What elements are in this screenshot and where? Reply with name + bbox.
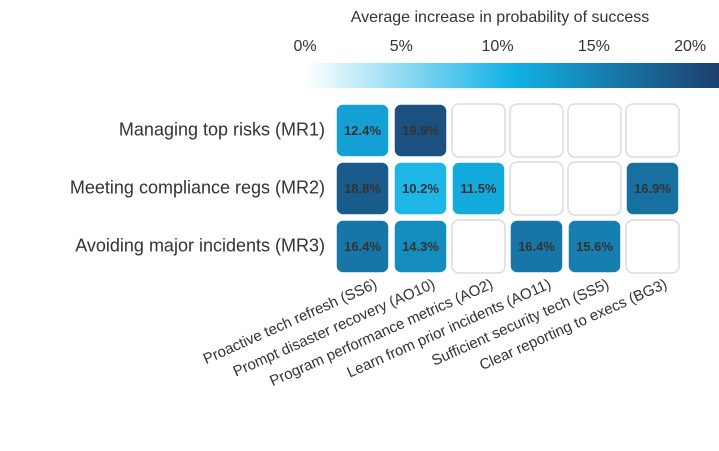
cell — [393, 103, 448, 158]
colorbar-tick-label: 5% — [390, 38, 413, 55]
cell-label: 15.6% — [576, 239, 613, 254]
row-label: Avoiding major incidents (MR3) — [75, 235, 325, 255]
colorbar — [305, 63, 719, 88]
cell — [567, 219, 622, 274]
cell — [567, 103, 622, 158]
cell — [625, 103, 680, 158]
cell — [393, 219, 448, 274]
colorbar-tick-label: 10% — [482, 38, 514, 55]
cell-label: 19.9% — [402, 123, 439, 138]
cell-label: 10.2% — [402, 181, 439, 196]
cell — [451, 103, 506, 158]
colorbar-tick-label: 15% — [578, 38, 610, 55]
cell-label: 11.5% — [460, 181, 497, 196]
colorbar-tick-label: 0% — [293, 38, 316, 55]
cell — [509, 161, 564, 216]
cell — [509, 103, 564, 158]
row-label: Managing top risks (MR1) — [119, 119, 325, 139]
cell — [451, 219, 506, 274]
cell — [335, 219, 390, 274]
cell — [335, 103, 390, 158]
colorbar-title: Average increase in probability of succe… — [351, 9, 650, 26]
cell — [625, 219, 680, 274]
cell — [335, 161, 390, 216]
cell — [625, 161, 680, 216]
cell — [567, 161, 622, 216]
cell-label: 16.4% — [344, 239, 381, 254]
cell-label: 16.4% — [518, 239, 555, 254]
cell-label: 16.9% — [634, 181, 671, 196]
cell — [451, 161, 506, 216]
cell — [393, 161, 448, 216]
colorbar-tick-label: 20% — [674, 38, 706, 55]
cell — [509, 219, 564, 274]
cell-label: 18.8% — [344, 181, 381, 196]
cell-label: 12.4% — [344, 123, 381, 138]
row-label: Meeting compliance regs (MR2) — [70, 177, 325, 197]
cell-label: 14.3% — [402, 239, 439, 254]
